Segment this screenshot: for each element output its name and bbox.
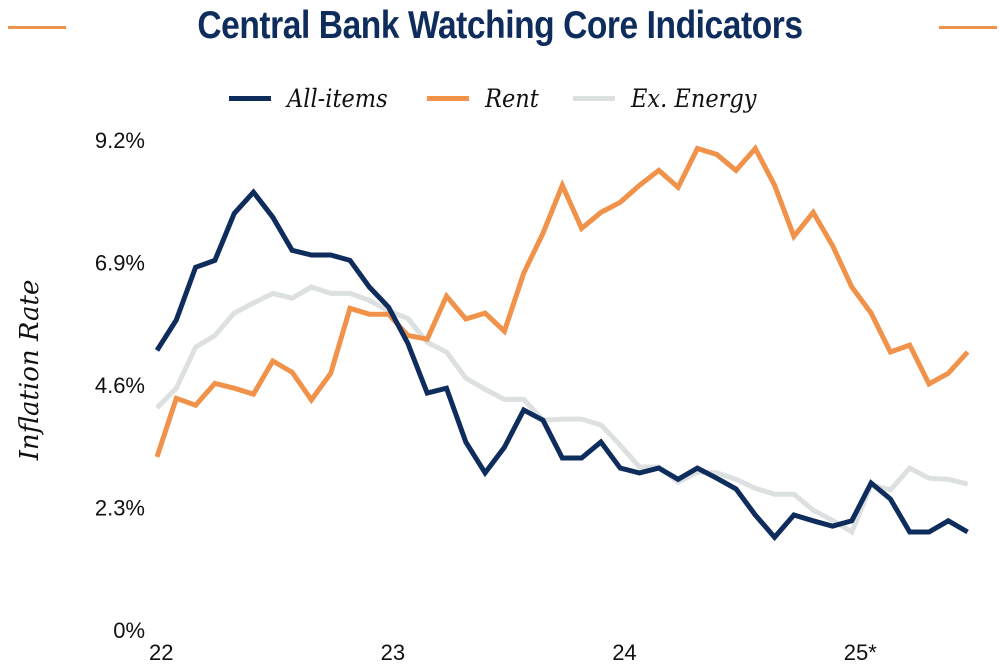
series-line-rent (154, 144, 970, 458)
legend-swatch-ex-energy (573, 95, 616, 101)
legend-item-rent: Rent (427, 84, 545, 113)
y-axis-ticks: 0% 2.3% 4.6% 6.9% 9.2% (95, 128, 145, 643)
y-tick-label: 6.9% (95, 251, 145, 276)
legend-label-ex-energy: Ex. Energy (631, 83, 757, 113)
x-axis-ticks: 22 23 24 25* (149, 640, 877, 665)
title-bar: Central Bank Watching Core Indicators (0, 0, 1000, 60)
y-tick-label: 0% (113, 618, 145, 643)
x-tick-label: 25* (844, 640, 877, 665)
title-rule-right (939, 26, 997, 29)
legend-item-ex-energy: Ex. Energy (573, 84, 770, 113)
legend-swatch-all-items (229, 95, 272, 101)
legend: All-items Rent Ex. Energy (0, 80, 1000, 116)
legend-label-rent: Rent (485, 83, 540, 113)
x-tick-label: 23 (381, 640, 405, 665)
chart-title: Central Bank Watching Core Indicators (197, 4, 803, 47)
y-tick-label: 4.6% (95, 373, 145, 398)
y-tick-label: 9.2% (95, 128, 145, 153)
title-rule-left (8, 26, 66, 29)
series-line-all-items (154, 188, 969, 542)
y-tick-label: 2.3% (95, 496, 145, 521)
series-lines (154, 144, 970, 542)
x-tick-label: 24 (612, 640, 636, 665)
x-tick-label: 22 (149, 640, 173, 665)
series-line-ex-energy (155, 284, 969, 536)
legend-label-all-items: All-items (287, 83, 389, 113)
legend-item-all-items: All-items (229, 84, 399, 113)
legend-swatch-rent (427, 95, 470, 101)
